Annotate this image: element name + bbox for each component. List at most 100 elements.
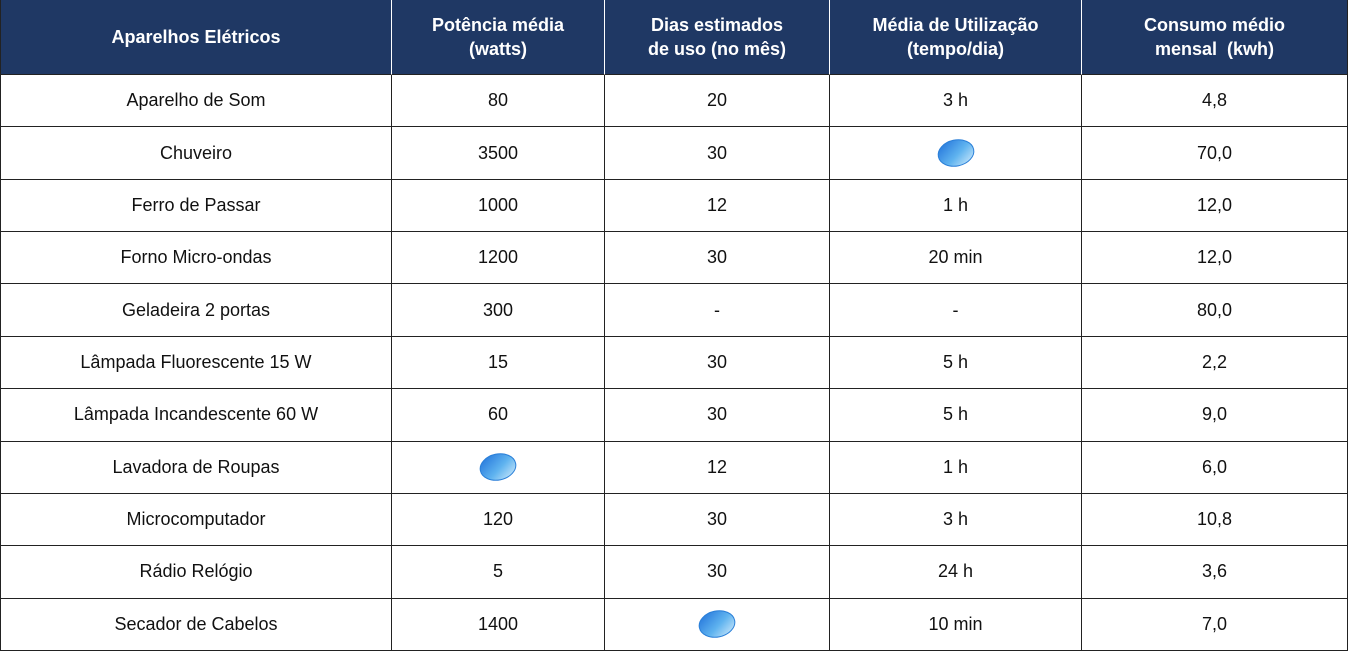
header-text: Média de Utilização <box>872 15 1039 35</box>
cell-text: 1 h <box>942 456 969 477</box>
icon-shape <box>698 610 736 639</box>
cell-text: 30 <box>706 247 728 268</box>
header-text: de uso (no mês) <box>647 39 786 59</box>
table-cell: 12,0 <box>1082 232 1348 285</box>
table-cell: Microcomputador <box>0 493 392 547</box>
table-cell: Lâmpada Incandescente 60 W <box>0 389 392 442</box>
table-cell <box>830 127 1082 180</box>
table-cell: Lavadora de Roupas <box>0 441 392 494</box>
table-cell: 5 h <box>830 336 1082 390</box>
cell-text: - <box>714 299 720 320</box>
table-cell: 3500 <box>392 127 605 180</box>
table-cell: 60 <box>392 389 605 442</box>
cell-text: 3,6 <box>1201 561 1228 582</box>
table-cell: 3,6 <box>1082 546 1348 599</box>
table-cell: 24 h <box>830 546 1082 599</box>
table-cell: 5 <box>392 546 605 599</box>
table-cell: 120 <box>392 493 605 547</box>
table-cell: 1000 <box>392 179 605 233</box>
cell-text: Geladeira 2 portas <box>121 299 271 320</box>
cell-text: 6,0 <box>1201 456 1228 477</box>
cell-text: 70,0 <box>1196 142 1233 163</box>
table-cell: 80 <box>392 75 605 128</box>
table-cell: 15 <box>392 336 605 390</box>
cell-text: 120 <box>482 509 514 530</box>
cell-text: Lâmpada Incandescente 60 W <box>73 404 319 425</box>
table-cell: 10 min <box>830 598 1082 651</box>
cell-text: 20 min <box>928 247 983 268</box>
cell-text: 60 <box>487 404 509 425</box>
cell-text: Chuveiro <box>159 142 233 163</box>
table-cell: 2,2 <box>1082 336 1348 390</box>
icon-shape <box>937 139 974 167</box>
header-text: Dias estimados <box>650 15 784 35</box>
cell-text: 7,0 <box>1201 613 1228 634</box>
header-text: Aparelhos Elétricos <box>111 27 281 47</box>
table-cell: 4,8 <box>1082 75 1348 128</box>
cell-text: 10 min <box>928 613 983 634</box>
table-cell: Ferro de Passar <box>0 179 392 233</box>
icon-shape <box>479 453 517 481</box>
cell-text: 80,0 <box>1196 299 1233 320</box>
cell-text: 30 <box>706 404 728 425</box>
table-cell: 30 <box>605 336 830 390</box>
cell-text: 12,0 <box>1196 247 1233 268</box>
cell-text: 9,0 <box>1201 404 1228 425</box>
cell-text: 12,0 <box>1196 194 1233 215</box>
cell-text: 80 <box>487 90 509 111</box>
table-cell: 5 h <box>830 389 1082 442</box>
cell-text: 3500 <box>477 142 519 163</box>
table-cell: 9,0 <box>1082 389 1348 442</box>
table-cell: 12 <box>605 179 830 233</box>
cell-text: 1400 <box>477 613 519 634</box>
table-cell: Secador de Cabelos <box>0 598 392 651</box>
table-cell: 12 <box>605 441 830 494</box>
cell-text: Lavadora de Roupas <box>112 456 280 477</box>
table-cell: 30 <box>605 493 830 547</box>
table-cell <box>605 598 830 651</box>
table-cell: 300 <box>392 284 605 337</box>
blue-icon <box>698 610 736 639</box>
cell-text: Lâmpada Fluorescente 15 W <box>80 351 312 372</box>
cell-text: 5 h <box>942 404 969 425</box>
table-cell: 7,0 <box>1082 598 1348 651</box>
header-cell: Consumo médio mensal (kwh) <box>1082 0 1348 75</box>
cell-text: Rádio Relógio <box>139 561 253 582</box>
cell-text: 30 <box>706 509 728 530</box>
cell-text: 5 <box>492 561 503 582</box>
cell-text: 15 <box>487 351 509 372</box>
blue-icon <box>937 139 974 167</box>
cell-text: Secador de Cabelos <box>114 613 278 634</box>
table-cell: 30 <box>605 546 830 599</box>
cell-text: 30 <box>706 351 728 372</box>
cell-text: 3 h <box>942 90 969 111</box>
cell-text: 2,2 <box>1201 351 1228 372</box>
table-cell: 3 h <box>830 493 1082 547</box>
cell-text: 1200 <box>477 247 519 268</box>
table-cell: Rádio Relógio <box>0 546 392 599</box>
header-text: mensal (kwh) <box>1154 39 1275 59</box>
cell-text: 20 <box>706 90 728 111</box>
table-cell: Forno Micro-ondas <box>0 232 392 285</box>
table-cell: 1400 <box>392 598 605 651</box>
cell-text: 30 <box>706 561 728 582</box>
table-cell: Lâmpada Fluorescente 15 W <box>0 336 392 390</box>
table-cell: 3 h <box>830 75 1082 128</box>
cell-text: Aparelho de Som <box>126 90 266 111</box>
cell-text: 30 <box>706 142 728 163</box>
cell-text: 5 h <box>942 351 969 372</box>
cell-text: 12 <box>706 456 728 477</box>
cell-text: Ferro de Passar <box>131 194 261 215</box>
header-text: Consumo médio <box>1143 15 1285 35</box>
table-cell: 30 <box>605 232 830 285</box>
table-cell: - <box>830 284 1082 337</box>
cell-text: 10,8 <box>1196 509 1233 530</box>
table-cell: 20 min <box>830 232 1082 285</box>
header-cell: Potência média (watts) <box>392 0 605 75</box>
header-cell: Média de Utilização (tempo/dia) <box>830 0 1082 75</box>
cell-text: 300 <box>482 299 514 320</box>
table-cell: - <box>605 284 830 337</box>
table-cell: 6,0 <box>1082 441 1348 494</box>
